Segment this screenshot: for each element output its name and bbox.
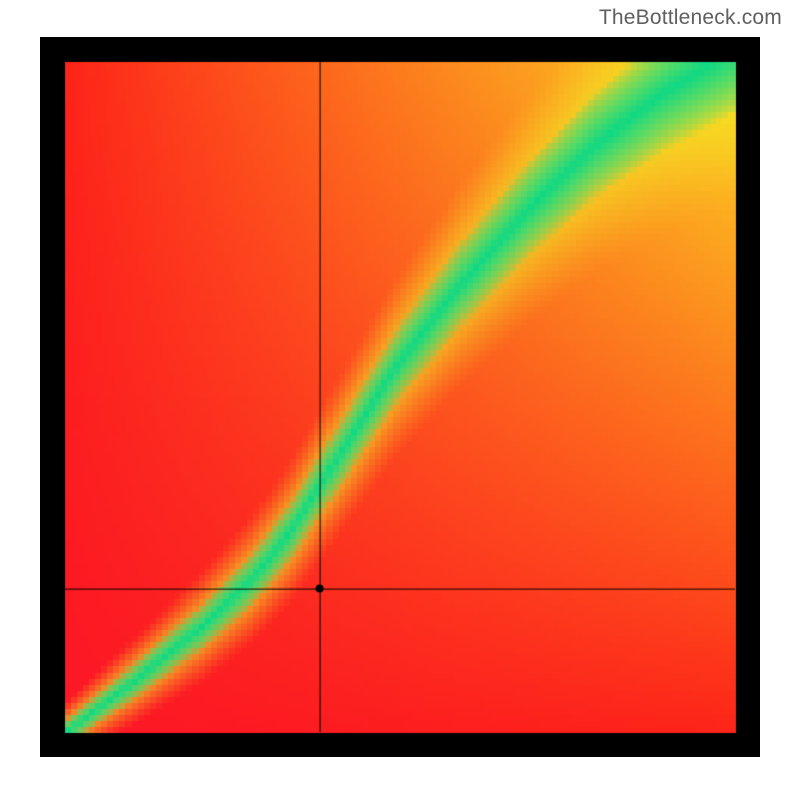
heatmap-canvas bbox=[40, 37, 760, 757]
heatmap-frame bbox=[40, 37, 760, 757]
watermark-text: TheBottleneck.com bbox=[599, 6, 782, 30]
